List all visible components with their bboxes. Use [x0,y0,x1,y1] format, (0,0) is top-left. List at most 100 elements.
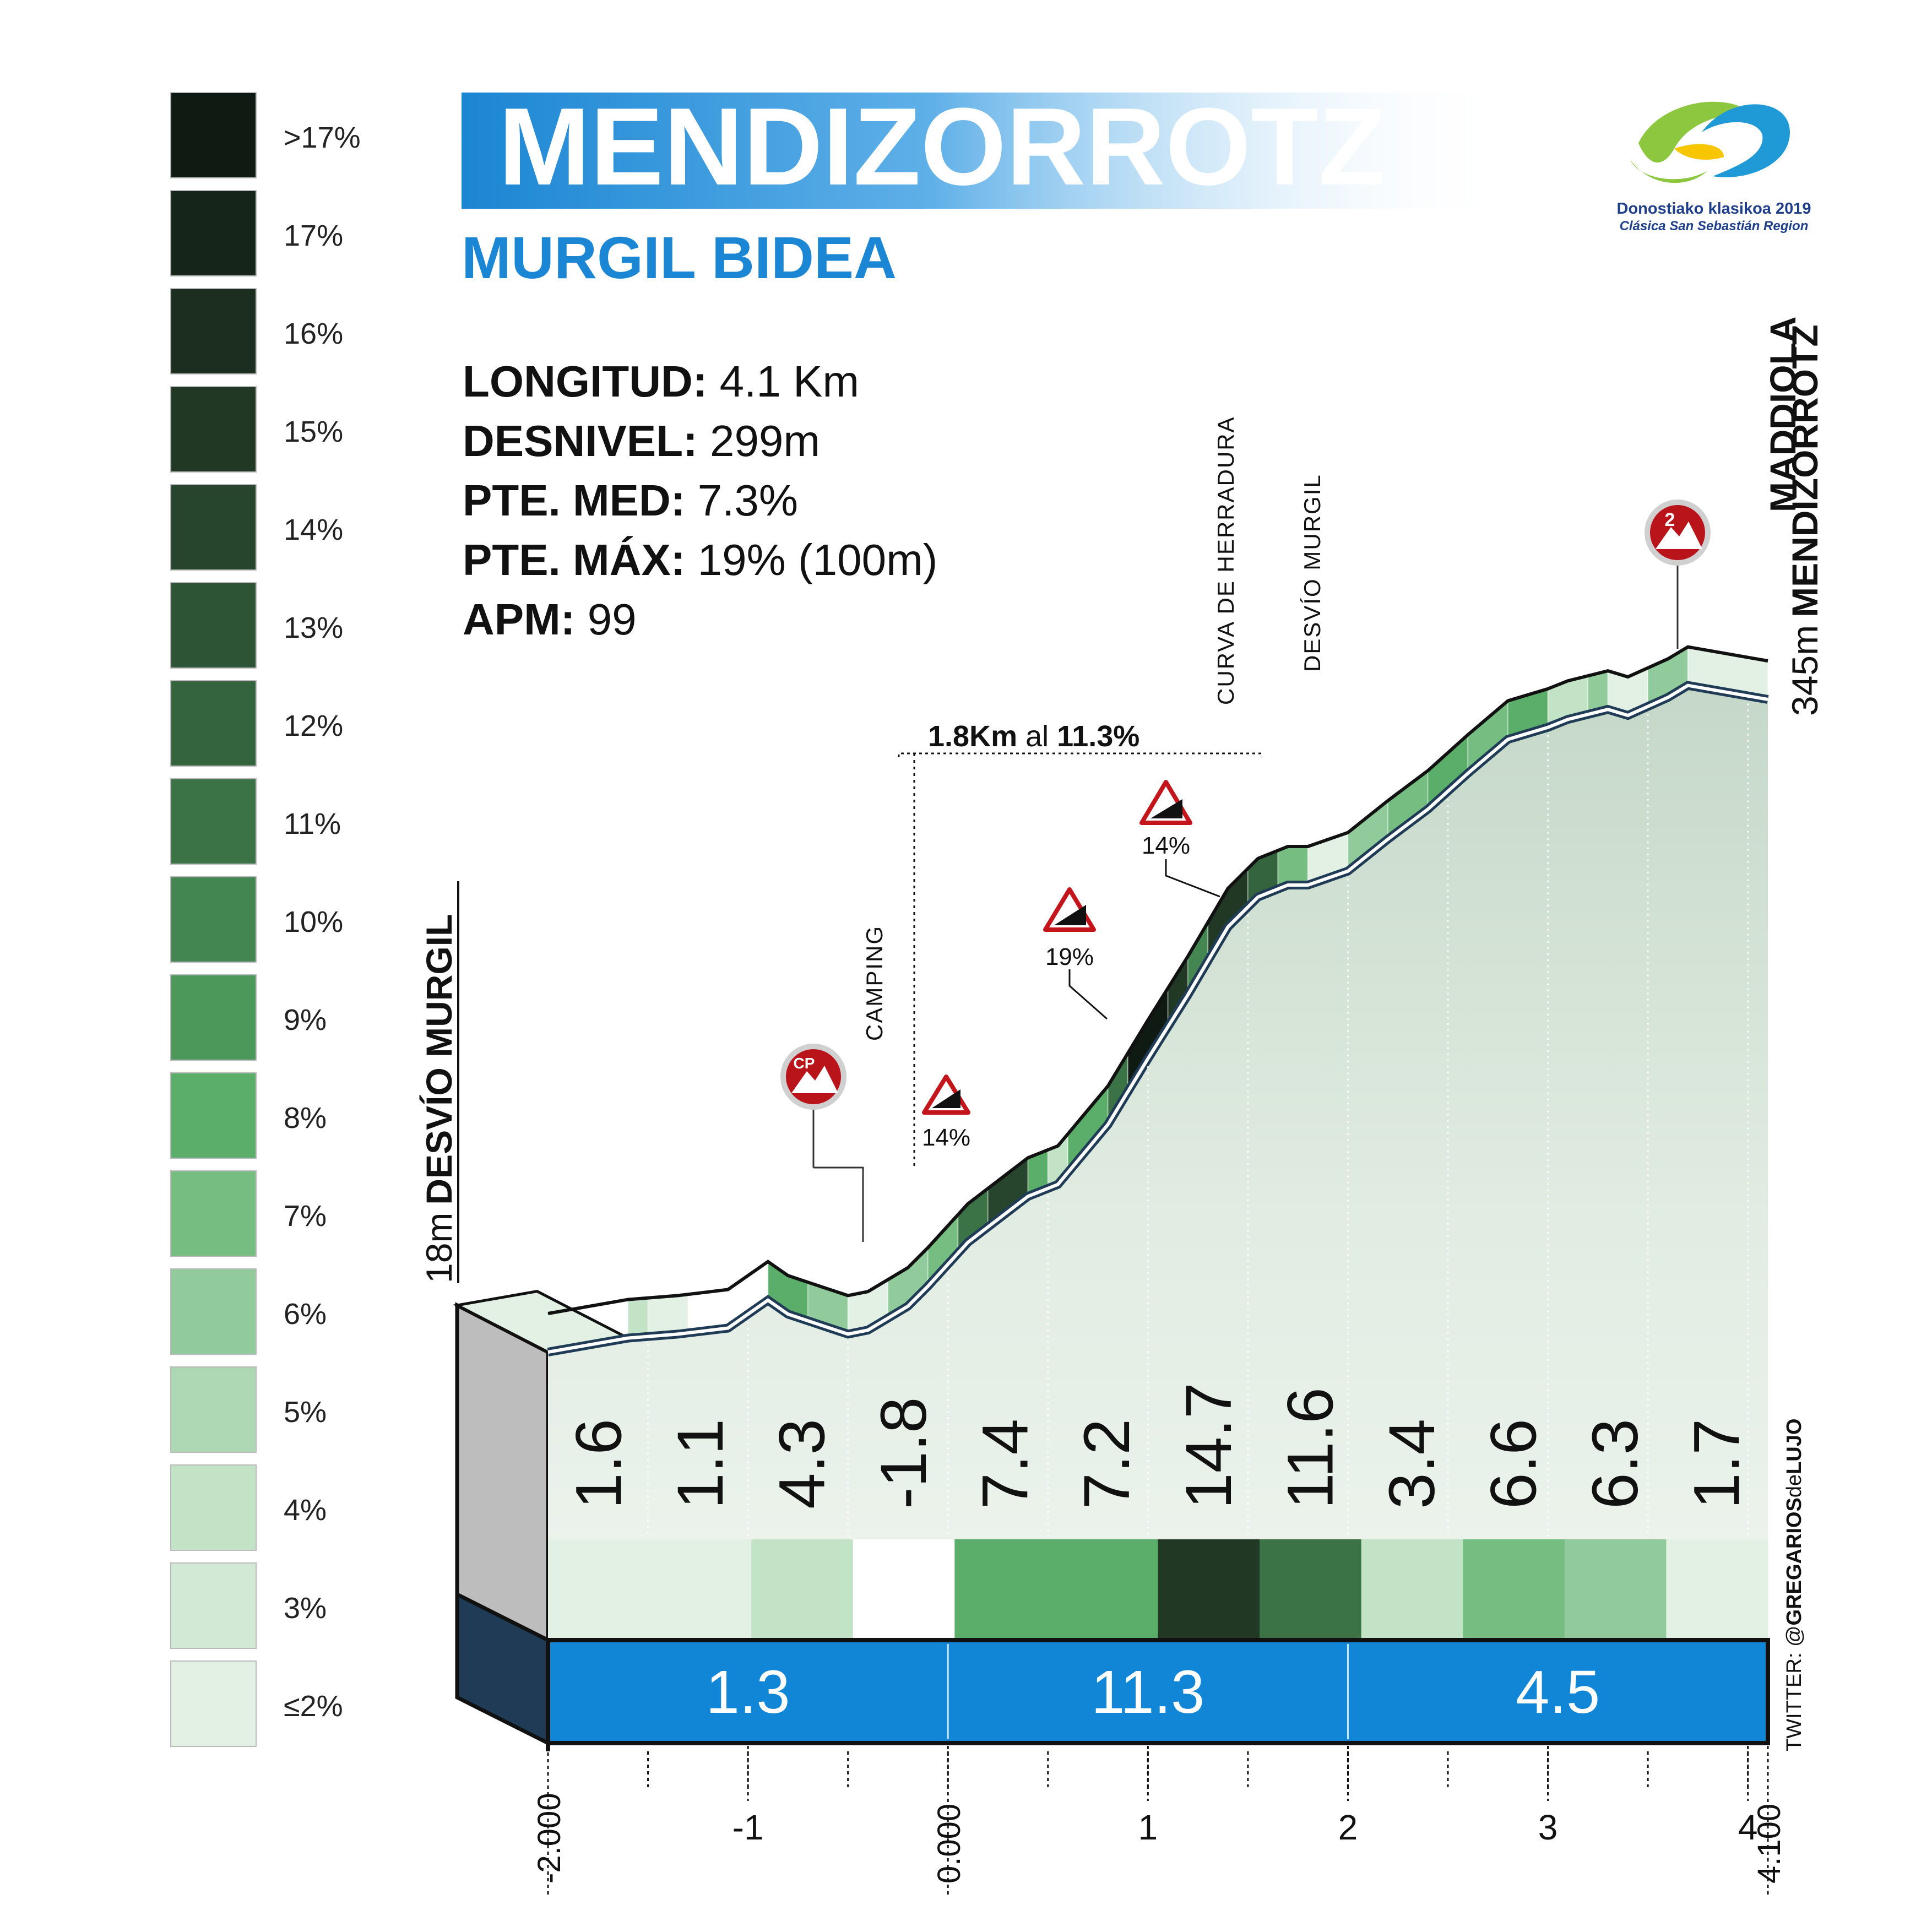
km-grade-box [548,1539,650,1640]
desvio-label: DESVÍO MURGIL [1299,474,1325,672]
segment-summary: 1.8Km al 11.3% [928,720,1139,753]
logo-text-2: Clásica San Sebastián Region [1620,219,1809,234]
stat-value: 99 [575,595,636,644]
ribbon-top-line [547,645,1768,1315]
stat-value: 299m [698,416,820,465]
twitter-credit: TWITTER: @GREGARIOSdeLUJO [1783,1419,1806,1751]
km-grade-box [1056,1539,1158,1640]
start-label: 18m DESVÍO MURGIL [419,914,459,1283]
annotations: 18m DESVÍO MURGIL MADDIOLA 345m MENDIZORRO… [419,316,1825,1751]
x-tick-label: 0.000 [931,1804,967,1884]
profile-lines [547,645,1769,1356]
legend-swatch [170,680,257,767]
segment-average: 4.5 [1516,1658,1600,1726]
legend-swatch [170,1170,257,1257]
x-axis: -2.000 -1 0.000 1 2 3 44.100 [531,1746,1787,1895]
legend-swatch [170,974,257,1061]
start-name: DESVÍO MURGIL [419,914,459,1205]
stat-row: LONGITUD: 4.1 Km [463,357,859,406]
stat-label: LONGITUD: [463,357,707,406]
sign-3-label: 14% [1142,832,1190,859]
chart-title: MENDIZORROTZ [498,85,1386,208]
stat-row: DESNIVEL: 299m [463,416,820,465]
segment-grade: 11.3% [1057,720,1139,753]
sign-3-leader [1165,859,1220,898]
kom-finish-label: 2 [1665,509,1675,530]
mountain-icon [791,1066,838,1093]
stat-value: 19% (100m) [685,535,937,584]
km-grade-value: 3.4 [1376,1419,1448,1509]
legend-label: 6% [284,1298,327,1331]
grade-band [627,1297,649,1339]
legend-swatch [170,92,257,178]
legend-label: 12% [284,709,343,742]
logo-green-shape [1638,101,1751,163]
km-grade-value: 1.1 [664,1419,737,1509]
logo-yellow-shape [1674,144,1724,160]
legend-swatch [170,1268,257,1355]
x-tick-label: 2 [1338,1808,1358,1847]
legend-label: 3% [284,1592,327,1625]
stat-label: PTE. MÁX: [463,535,685,584]
sign-2-label: 19% [1045,943,1094,970]
legend-label: 8% [284,1101,327,1135]
legend-label: 16% [284,317,343,350]
km-grade-box [853,1539,955,1640]
x-tick-label: 1 [1138,1808,1158,1847]
km-grade-labels: 1.6 1.1 4.3 -1.8 7.4 7.2 14.7 11.6 3.4 6.6 6.3 1.7 [562,1382,1753,1509]
finish-altitude: 345m [1784,625,1825,716]
herradura-label: CURVA DE HERRADURA [1213,416,1239,705]
legend-label: 4% [284,1494,327,1527]
segment-average: 1.3 [706,1658,790,1726]
legend-label: 11% [284,807,341,840]
legend-label: 7% [284,1200,327,1233]
box-side-face [455,1302,550,1643]
finish-name: MENDIZORROTZ [1784,324,1825,617]
km-grade-box [1361,1539,1463,1640]
legend-label: 10% [284,905,343,938]
stat-row: PTE. MED: 7.3% [463,476,798,525]
legend-swatch [170,1072,257,1159]
legend-label: 14% [284,513,343,546]
kom-finish-badge [1645,500,1711,566]
slope-icon [1054,905,1086,925]
elevation-area [548,685,1768,1743]
legend-label: ≤2% [284,1690,343,1723]
km-grade-box [1564,1539,1667,1640]
finish-label: 345m MENDIZORROTZ [1784,324,1825,716]
legend-swatch [170,1366,257,1453]
profile-road-inner [547,683,1768,1354]
logo-blue-shape [1702,104,1790,177]
legend-swatch [170,288,257,375]
logo-text-1: Donostiako klasikoa 2019 [1617,200,1811,218]
legend-label: 9% [284,1003,327,1036]
km-grade-boxes [548,1539,1768,1640]
credit-end: LUJO [1783,1419,1806,1474]
stat-label: PTE. MED: [463,476,685,525]
stat-row: APM: 99 [463,595,637,644]
kom-finish-marker: 2 [1645,500,1711,649]
stats-block: LONGITUD: 4.1 Km DESNIVEL: 299m PTE. MED: … [463,357,937,644]
segment-bracket [898,752,1262,757]
segment-word: al [1017,720,1057,753]
segment-bar: 1.3 11.3 4.5 [546,1638,1770,1751]
km-grade-value: 4.3 [766,1419,838,1509]
legend-label: >17% [284,121,361,154]
segment-average: 11.3 [1091,1658,1204,1726]
camping-label: CAMPING [861,925,887,1041]
steep-sign-1: 14% [922,1074,970,1151]
sign-1-label: 14% [922,1124,970,1151]
stat-value: 4.1 Km [707,357,859,406]
legend-swatch [170,582,257,669]
race-logo: Donostiako klasikoa 2019 Clásica San Seb… [1617,101,1811,234]
stat-value: 7.3% [685,476,798,525]
km-grade-value: 1.6 [562,1419,635,1509]
km-gridlines [647,703,1749,1537]
km-grade-value: 1.7 [1681,1419,1754,1509]
chart-subtitle: MURGIL BIDEA [462,224,897,291]
legend-swatch [170,778,257,865]
legend-swatch [170,190,257,276]
segment-distance: 1.8Km [928,720,1017,753]
km-grade-value: 7.2 [1071,1419,1143,1509]
